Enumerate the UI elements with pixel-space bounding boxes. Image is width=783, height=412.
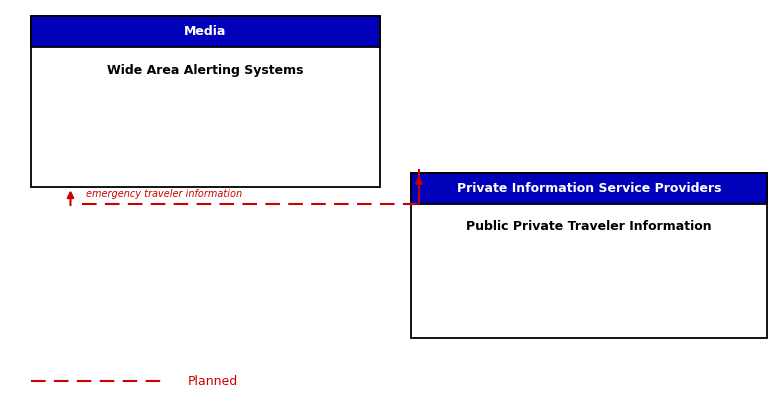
Text: Public Private Traveler Information: Public Private Traveler Information	[467, 220, 712, 234]
Bar	[31, 16, 380, 187]
Bar	[31, 16, 380, 47]
Text: Planned: Planned	[188, 375, 238, 388]
Text: emergency traveler information: emergency traveler information	[86, 189, 242, 199]
Text: Private Information Service Providers: Private Information Service Providers	[457, 182, 721, 195]
Bar	[411, 173, 767, 338]
Text: Media: Media	[184, 26, 227, 38]
Text: Wide Area Alerting Systems: Wide Area Alerting Systems	[107, 64, 304, 77]
Bar	[411, 173, 767, 204]
